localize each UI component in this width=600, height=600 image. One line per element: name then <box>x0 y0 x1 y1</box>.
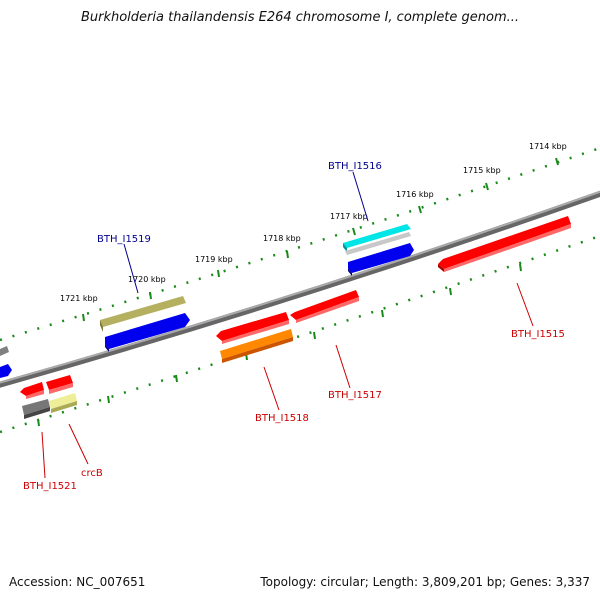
upper-major-ticks <box>82 157 559 322</box>
kbp-label-1721: 1721 kbp <box>60 294 98 303</box>
gene-blue-upper-1[interactable] <box>348 243 414 276</box>
map-title: Burkholderia thailandensis E264 chromoso… <box>80 10 520 25</box>
gene-label-bth-i1518: BTH_I1518 <box>255 413 309 424</box>
kbp-label-1717: 1717 kbp <box>330 212 368 221</box>
gene-label-bth-i1515: BTH_I1515 <box>511 329 565 340</box>
gene-label-bth-i1519: BTH_I1519 <box>97 234 151 245</box>
leader-lines <box>41 171 534 479</box>
kbp-label-1719: 1719 kbp <box>195 255 233 264</box>
gene-bth-i1517[interactable] <box>290 290 359 323</box>
gene-label-bth-i1516: BTH_I1516 <box>328 161 382 172</box>
gene-bth-i1519[interactable] <box>100 296 186 332</box>
gene-red-small-1[interactable] <box>20 382 44 399</box>
gene-bth-i1516[interactable] <box>343 224 411 255</box>
kbp-label-1714: 1714 kbp <box>529 142 567 151</box>
gene-bth-i1515[interactable] <box>438 216 571 272</box>
gene-bth-i1521[interactable] <box>22 399 50 419</box>
accession-text: Accession: NC_007651 <box>9 575 146 589</box>
gene-blue-upper-2[interactable] <box>105 313 190 352</box>
gene-label-bth-i1517: BTH_I1517 <box>328 390 382 401</box>
kbp-label-1716: 1716 kbp <box>396 190 434 199</box>
kbp-label-1715: 1715 kbp <box>463 166 501 175</box>
kbp-label-1720: 1720 kbp <box>128 275 166 284</box>
gene-label-bth-i1521: BTH_I1521 <box>23 481 77 492</box>
kbp-label-1718: 1718 kbp <box>263 234 301 243</box>
gene-label-crcb: crcB <box>81 468 103 479</box>
gene-partial-left-blue[interactable] <box>0 364 12 378</box>
lower-major-ticks <box>37 263 522 427</box>
gene-partial-left-gray[interactable] <box>0 346 9 356</box>
lower-scale-ruler <box>0 234 600 434</box>
gene-bth-i1518[interactable] <box>220 329 293 363</box>
genome-summary-text: Topology: circular; Length: 3,809,201 bp… <box>260 575 590 589</box>
gene-red-small-2[interactable] <box>46 375 73 394</box>
gene-crcb[interactable] <box>49 393 77 413</box>
gene-red-lower-1[interactable] <box>216 312 289 344</box>
chromosome-backbone <box>0 190 600 388</box>
